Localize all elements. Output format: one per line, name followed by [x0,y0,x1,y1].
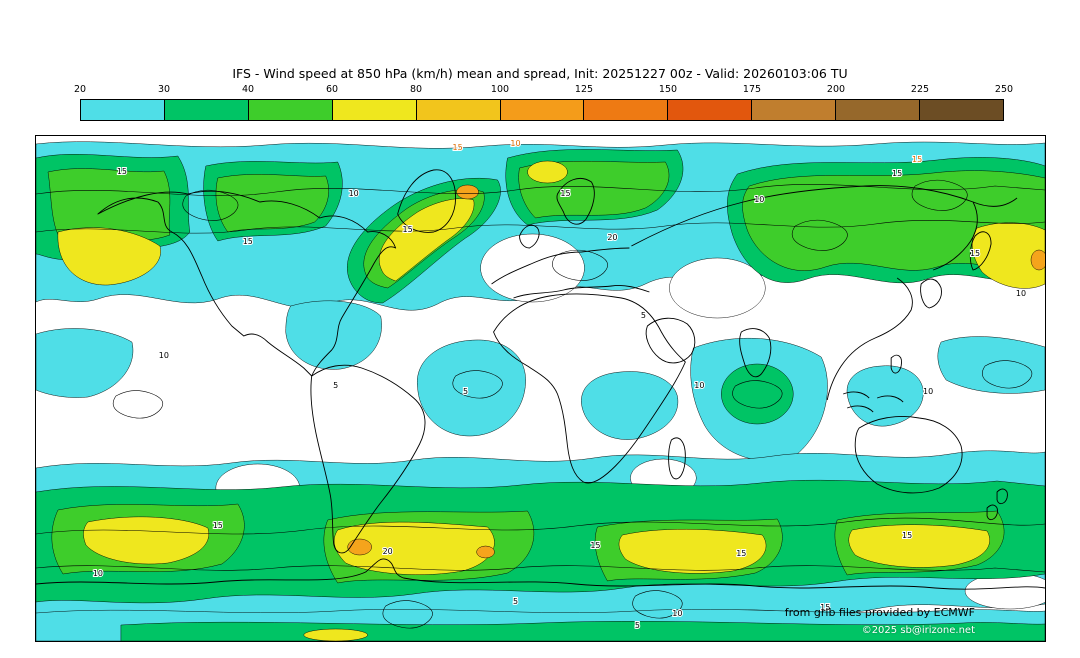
contour-label: 20 [607,233,617,242]
colorbar-segment [836,100,921,120]
colorbar-tick-label: 250 [994,84,1014,95]
contour-label: 10 [1016,289,1026,298]
contour-label: 15 [892,169,902,178]
contour-label: 15 [902,531,912,540]
map-svg: 15 15 10 15 20 15 10 15 15 10 5 10 5 10 5 10 15 20 15 15 15 1… [36,138,1045,641]
colorbar-tick-label: 175 [742,84,762,95]
colorbar-segment [332,100,417,120]
contour-label: 15 [243,237,253,246]
contour-label: 10 [754,195,764,204]
contour-label: 5 [463,387,468,396]
contour-label: 15 [736,549,746,558]
contour-label: 20 [383,547,393,556]
contour-label: 15 [403,225,413,234]
credit-ecmwf: from grib files provided by ECMWF [784,606,975,619]
contour-lines-layer [36,179,1045,629]
contour-label: 15 [452,143,462,152]
contour-label: 15 [970,249,980,258]
colorbar-segment [920,100,1003,120]
colorbar-tick-label: 225 [910,84,930,95]
contour-label: 15 [560,189,570,198]
colorbar-segment [81,100,165,120]
colorbar-tick-label: 60 [325,84,339,95]
colorbar-tick-label: 40 [241,84,255,95]
contour-label: 15 [912,155,922,164]
contour-label: 15 [213,521,223,530]
contour-label: 10 [694,381,704,390]
contour-label: 10 [510,139,520,148]
colorbar-segment [668,100,753,120]
coastlines-layer [36,169,1045,590]
colorbar-segment [584,100,669,120]
contour-label: 5 [635,621,640,630]
colorbar-tick-label: 125 [574,84,594,95]
colorbar-tick-label: 80 [409,84,423,95]
contour-label: 10 [672,609,682,618]
contour-label: 5 [641,311,646,320]
colorbar-tick-label: 20 [73,84,87,95]
colorbar-tick-label: 200 [826,84,846,95]
contour-labels-layer: 15 15 10 15 20 15 10 15 15 10 5 10 5 10 5 10 15 20 15 15 15 1… [92,138,1027,631]
chart-title: IFS - Wind speed at 850 hPa (km/h) mean … [232,66,848,81]
colorbar-segment [500,100,585,120]
contour-label: 5 [513,597,518,606]
contour-label: 15 [590,541,600,550]
contour-label: 10 [349,189,359,198]
contour-label: 15 [820,603,830,612]
colorbar-segment [164,100,249,120]
contour-label: 10 [93,569,103,578]
colorbar-tick-label: 30 [157,84,171,95]
wind-fill-layer [36,141,1045,641]
credit-copyright: ©2025 sb@irizone.net [861,625,975,636]
colorbar-segment [248,100,333,120]
colorbar-tick-label: 100 [490,84,510,95]
contour-label: 15 [117,167,127,176]
contour-label: 5 [333,381,338,390]
colorbar-segment [752,100,837,120]
contour-label: 10 [159,351,169,360]
colorbar-tick-label: 150 [658,84,678,95]
colorbar [80,99,1004,121]
colorbar-segment [416,100,501,120]
contour-label: 10 [923,387,933,396]
colorbar-tick-labels: 20 30 40 60 80 100 125 150 175 200 225 250 [74,84,1013,96]
world-map: 15 15 10 15 20 15 10 15 15 10 5 10 5 10 5 10 15 20 15 15 15 1… [35,135,1046,642]
